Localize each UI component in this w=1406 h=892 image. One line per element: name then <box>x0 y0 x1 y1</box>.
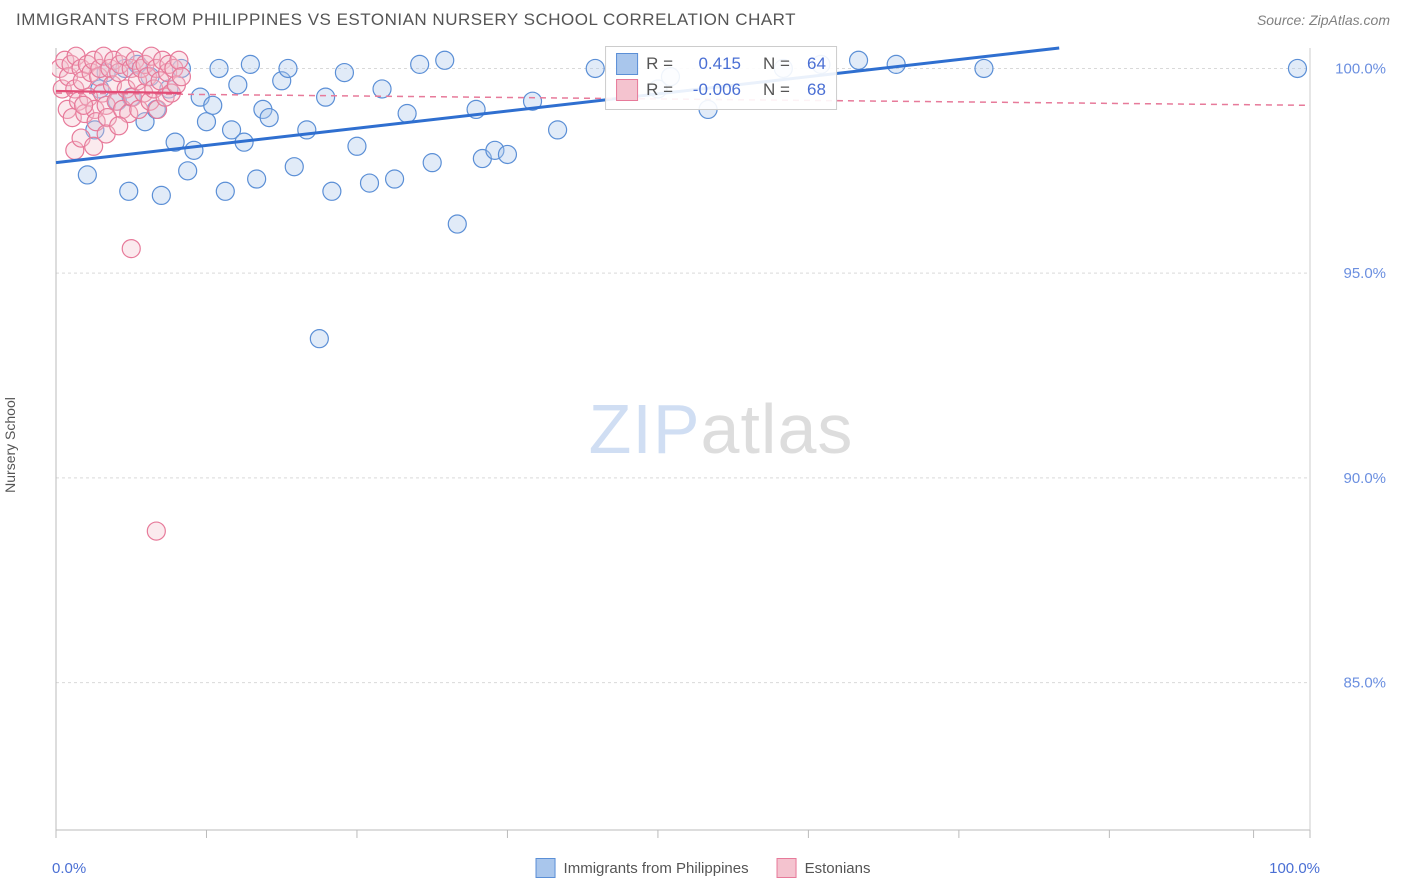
stats-row: R = 0.415 N = 64 <box>616 51 826 77</box>
legend-label: Immigrants from Philippines <box>564 860 749 877</box>
correlation-stats-box: R = 0.415 N = 64 R = -0.006 N = 68 <box>605 46 837 110</box>
r-value: 0.415 <box>681 54 741 74</box>
legend-swatch <box>777 858 797 878</box>
legend-label: Estonians <box>805 860 871 877</box>
x-axis-min-label: 0.0% <box>52 860 86 877</box>
stats-swatch <box>616 79 638 101</box>
y-axis-label: Nursery School <box>2 397 18 493</box>
chart-title: IMMIGRANTS FROM PHILIPPINES VS ESTONIAN … <box>16 10 796 30</box>
series-legend: Immigrants from Philippines Estonians <box>536 858 871 878</box>
chart-footer: 0.0% Immigrants from Philippines Estonian… <box>16 850 1390 886</box>
x-axis-max-label: 100.0% <box>1269 860 1320 877</box>
plot-region: 85.0%90.0%95.0%100.0% ZIPatlas R =0.415N… <box>52 46 1390 844</box>
stats-row: R = -0.006 N = 68 <box>616 77 826 103</box>
r-label: R = <box>646 80 673 100</box>
svg-text:85.0%: 85.0% <box>1344 675 1386 692</box>
chart-area: Nursery School 85.0%90.0%95.0%100.0% ZIP… <box>16 46 1390 844</box>
scatter-plot-svg: 85.0% 90.0% 95.0% 100.0% <box>52 46 1390 844</box>
svg-text:95.0%: 95.0% <box>1344 265 1386 282</box>
r-value: -0.006 <box>681 80 741 100</box>
n-label: N = <box>763 54 790 74</box>
svg-text:100.0%: 100.0% <box>1335 60 1386 77</box>
n-label: N = <box>763 80 790 100</box>
chart-header: IMMIGRANTS FROM PHILIPPINES VS ESTONIAN … <box>0 0 1406 36</box>
r-label: R = <box>646 54 673 74</box>
n-value: 68 <box>798 80 826 100</box>
svg-text:90.0%: 90.0% <box>1344 470 1386 487</box>
legend-item: Immigrants from Philippines <box>536 858 749 878</box>
n-value: 64 <box>798 54 826 74</box>
legend-swatch <box>536 858 556 878</box>
source-credit: Source: ZipAtlas.com <box>1257 12 1390 28</box>
stats-swatch <box>616 53 638 75</box>
legend-item: Estonians <box>777 858 871 878</box>
